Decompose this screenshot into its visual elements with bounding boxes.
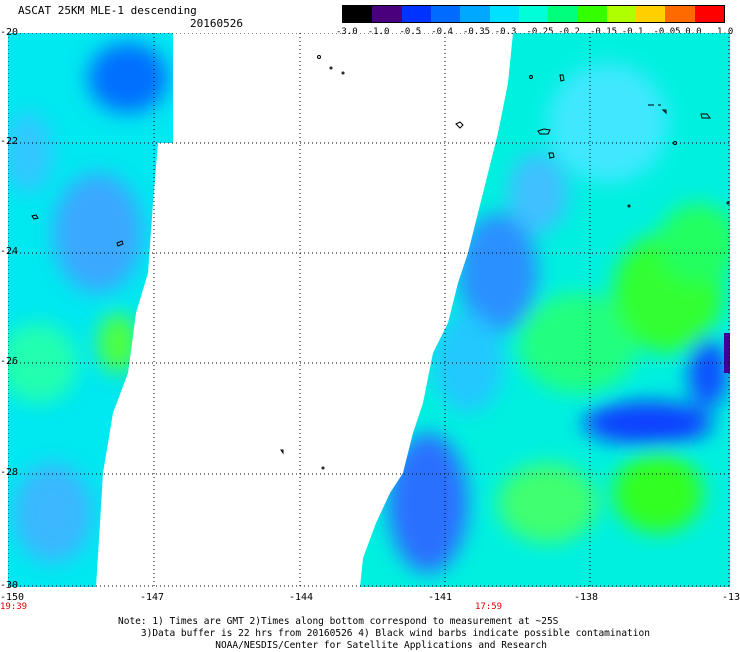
lon-label: -150 — [0, 592, 25, 603]
colorbar-segment — [518, 6, 549, 22]
lat-label: -22 — [0, 136, 19, 147]
lat-label: -20 — [0, 27, 19, 38]
colorbar-segment — [548, 6, 578, 22]
colorbar-segment — [694, 6, 725, 22]
colorbar-label: -3.0 — [336, 27, 358, 37]
island-outlines — [31, 55, 730, 470]
note-line-2: 3)Data buffer is 22 hrs from 20160526 4)… — [140, 628, 650, 639]
note-line-3: NOAA/NESDIS/Center for Satellite Applica… — [215, 640, 547, 651]
map-area — [8, 33, 730, 587]
colorbar-segment — [401, 6, 431, 22]
footnote: Note: 1) Times are GMT 2)Times along bot… — [118, 616, 650, 652]
colorbar-label: -1.0 — [367, 27, 390, 37]
colorbar-segment — [636, 6, 666, 22]
lat-lon-grid — [8, 33, 730, 587]
time-label-left: 19:39 — [0, 602, 28, 612]
colorbar-segment — [665, 6, 695, 22]
lon-label: -141 — [428, 592, 453, 603]
colorbar-label: -0.1 — [621, 27, 644, 37]
colorbar-label: -0.25 — [526, 27, 554, 37]
colorbar-label: -0.35 — [463, 27, 491, 37]
lat-label: -24 — [0, 246, 19, 257]
map-title: ASCAT 25KM MLE-1 descending 20160526 — [18, 4, 243, 30]
colorbar-segment — [606, 6, 637, 22]
lat-label: -28 — [0, 467, 19, 478]
colorbar-labels: -3.0 -1.0 -0.5 -0.4 -0.35 -0.3 -0.25 -0.2 -0.15-… — [336, 27, 736, 39]
colorbar-label: 1.0 — [717, 27, 734, 37]
colorbar-label: -0.2 — [558, 27, 580, 37]
colorbar-segment — [343, 6, 373, 22]
colorbar-label: -0.4 — [431, 27, 453, 37]
colorbar — [342, 5, 725, 23]
note-line-1: Note: 1) Times are GMT 2)Times along bot… — [118, 616, 559, 627]
colorbar-segment — [460, 6, 490, 22]
colorbar-label: -0.3 — [494, 27, 517, 37]
title-date: 20160526 — [190, 17, 243, 30]
colorbar-label: -0.15 — [590, 27, 618, 37]
lon-label: -147 — [140, 592, 165, 603]
title-text: ASCAT 25KM MLE-1 descending — [18, 4, 197, 17]
right-swath — [360, 33, 730, 587]
colorbar-segment — [577, 6, 607, 22]
colorbar-segment — [489, 6, 519, 22]
time-label-right: 17:59 — [475, 602, 503, 612]
left-swath — [8, 33, 173, 587]
lon-label: -13 — [722, 592, 740, 603]
colorbar-label: -0.5 — [399, 27, 422, 37]
lat-label: -30 — [0, 580, 19, 591]
colorbar-segment — [372, 6, 402, 22]
colorbar-label: -0.05 — [653, 27, 681, 37]
lat-label: -26 — [0, 356, 19, 367]
colorbar-segment — [430, 6, 461, 22]
lon-label: -138 — [574, 592, 599, 603]
lon-label: -144 — [289, 592, 314, 603]
colorbar-label: 0.0 — [685, 27, 702, 37]
scatterometer-map — [8, 33, 730, 587]
